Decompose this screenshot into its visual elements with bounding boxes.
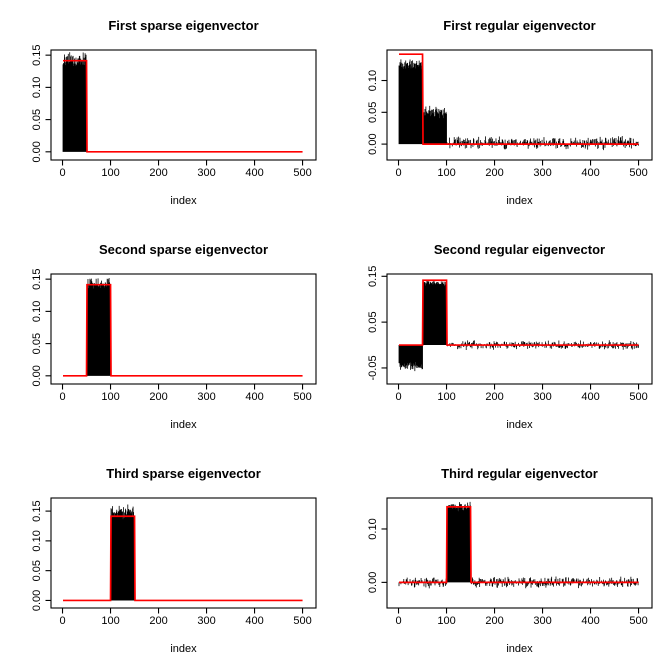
y-tick-label: 0.05 xyxy=(31,560,43,581)
y-tick-label: 0.15 xyxy=(31,500,43,521)
plot-box xyxy=(50,49,317,161)
true-eigenvector-step-line xyxy=(399,53,639,145)
x-tick-label: 500 xyxy=(629,391,647,403)
chart-title: Third regular eigenvector xyxy=(441,466,598,481)
x-tick-label: 300 xyxy=(197,615,215,627)
x-tick-label: 0 xyxy=(59,391,65,403)
y-tick-label: 0.00 xyxy=(31,590,43,611)
panel-first-sparse-eigenvector: First sparse eigenvector 0 100 200 300 400 500… xyxy=(0,0,336,224)
chart-first-regular-eigenvector: First regular eigenvector 0 100 200 300 400 50… xyxy=(367,18,653,207)
chart-title: Second regular eigenvector xyxy=(434,242,605,257)
plot-box xyxy=(50,273,317,385)
panel-third-regular-eigenvector: Third regular eigenvector 0 100 200 300 400 50… xyxy=(336,448,672,672)
x-tick-label: 0 xyxy=(59,615,65,627)
x-tick-label: 500 xyxy=(293,167,311,179)
x-tick-label: 400 xyxy=(245,167,263,179)
y-tick-label: 0.10 xyxy=(31,77,43,98)
x-tick-label: 300 xyxy=(197,391,215,403)
y-tick-label: 0.05 xyxy=(31,109,43,130)
x-tick-label: 200 xyxy=(485,167,503,179)
y-tick-label: 0.00 xyxy=(31,365,43,386)
y-tick-label: 0.05 xyxy=(31,333,43,354)
y-tick-label: 0.10 xyxy=(31,301,43,322)
x-axis-label: index xyxy=(506,195,533,207)
y-tick-label: -0.05 xyxy=(367,355,379,380)
x-tick-label: 100 xyxy=(437,615,455,627)
x-tick-label: 200 xyxy=(485,391,503,403)
estimated-eigenvector-spikes xyxy=(62,52,87,152)
x-axis-label: index xyxy=(170,643,197,655)
true-eigenvector-step-line xyxy=(63,515,303,602)
plot-box xyxy=(386,273,653,385)
x-tick-label: 0 xyxy=(395,167,401,179)
x-tick-label: 100 xyxy=(101,167,119,179)
plot-box xyxy=(386,497,653,609)
y-tick-label: 0.10 xyxy=(367,70,379,91)
x-tick-label: 500 xyxy=(293,391,311,403)
true-eigenvector-step-line xyxy=(399,279,639,346)
x-tick-label: 400 xyxy=(581,615,599,627)
panel-first-regular-eigenvector: First regular eigenvector 0 100 200 300 400 50… xyxy=(336,0,672,224)
y-tick-label: 0.15 xyxy=(31,44,43,65)
x-tick-label: 200 xyxy=(485,615,503,627)
x-tick-label: 500 xyxy=(293,615,311,627)
estimated-eigenvector-spikes xyxy=(86,277,111,376)
x-tick-label: 100 xyxy=(101,391,119,403)
y-tick-label: 0.15 xyxy=(367,266,379,287)
x-tick-label: 0 xyxy=(395,391,401,403)
chart-title: Second sparse eigenvector xyxy=(99,242,268,257)
chart-third-regular-eigenvector: Third regular eigenvector 0 100 200 300 400 50… xyxy=(367,466,653,655)
x-tick-label: 200 xyxy=(149,167,167,179)
plot-box xyxy=(386,49,653,161)
x-tick-label: 300 xyxy=(533,391,551,403)
x-tick-label: 500 xyxy=(629,615,647,627)
x-tick-label: 300 xyxy=(533,615,551,627)
x-tick-label: 400 xyxy=(245,615,263,627)
x-tick-label: 400 xyxy=(581,167,599,179)
x-tick-label: 100 xyxy=(437,391,455,403)
y-tick-label: 0.00 xyxy=(31,141,43,162)
x-tick-label: 0 xyxy=(395,615,401,627)
chart-first-sparse-eigenvector: First sparse eigenvector 0 100 200 300 400 500… xyxy=(31,18,317,207)
x-tick-label: 300 xyxy=(197,167,215,179)
x-tick-label: 0 xyxy=(59,167,65,179)
y-tick-label: 0.15 xyxy=(31,268,43,289)
x-axis-label: index xyxy=(170,195,197,207)
x-tick-label: 100 xyxy=(437,167,455,179)
x-tick-label: 400 xyxy=(245,391,263,403)
x-tick-label: 100 xyxy=(101,615,119,627)
chart-title: First sparse eigenvector xyxy=(108,18,258,33)
y-tick-label: 0.00 xyxy=(367,133,379,154)
x-tick-label: 500 xyxy=(629,167,647,179)
x-axis-label: index xyxy=(170,419,197,431)
panel-second-regular-eigenvector: Second regular eigenvector 0 100 200 300 400 5… xyxy=(336,224,672,448)
estimated-eigenvector-spikes xyxy=(110,504,135,601)
x-tick-label: 200 xyxy=(149,615,167,627)
x-axis-label: index xyxy=(506,419,533,431)
estimated-eigenvector-spikes xyxy=(398,59,639,151)
chart-title: Third sparse eigenvector xyxy=(106,466,261,481)
y-tick-label: 0.10 xyxy=(31,530,43,551)
estimated-eigenvector-spikes xyxy=(398,501,639,589)
y-tick-label: 0.05 xyxy=(367,102,379,123)
true-eigenvector-step-line xyxy=(399,506,639,584)
chart-second-sparse-eigenvector: Second sparse eigenvector 0 100 200 300 400 50… xyxy=(31,242,317,431)
y-tick-label: 0.10 xyxy=(367,518,379,539)
chart-second-regular-eigenvector: Second regular eigenvector 0 100 200 300 400 5… xyxy=(367,242,653,431)
plot-box xyxy=(50,497,317,609)
x-axis-label: index xyxy=(506,643,533,655)
x-tick-label: 200 xyxy=(149,391,167,403)
panel-second-sparse-eigenvector: Second sparse eigenvector 0 100 200 300 400 50… xyxy=(0,224,336,448)
true-eigenvector-step-line xyxy=(63,283,303,377)
chart-title: First regular eigenvector xyxy=(443,18,595,33)
panel-third-sparse-eigenvector: Third sparse eigenvector 0 100 200 300 400 500… xyxy=(0,448,336,672)
y-tick-label: 0.05 xyxy=(367,311,379,332)
y-tick-label: 0.00 xyxy=(367,572,379,593)
true-eigenvector-step-line xyxy=(63,59,303,153)
x-tick-label: 400 xyxy=(581,391,599,403)
x-tick-label: 300 xyxy=(533,167,551,179)
chart-third-sparse-eigenvector: Third sparse eigenvector 0 100 200 300 400 500… xyxy=(31,466,317,655)
estimated-eigenvector-spikes xyxy=(398,279,639,372)
